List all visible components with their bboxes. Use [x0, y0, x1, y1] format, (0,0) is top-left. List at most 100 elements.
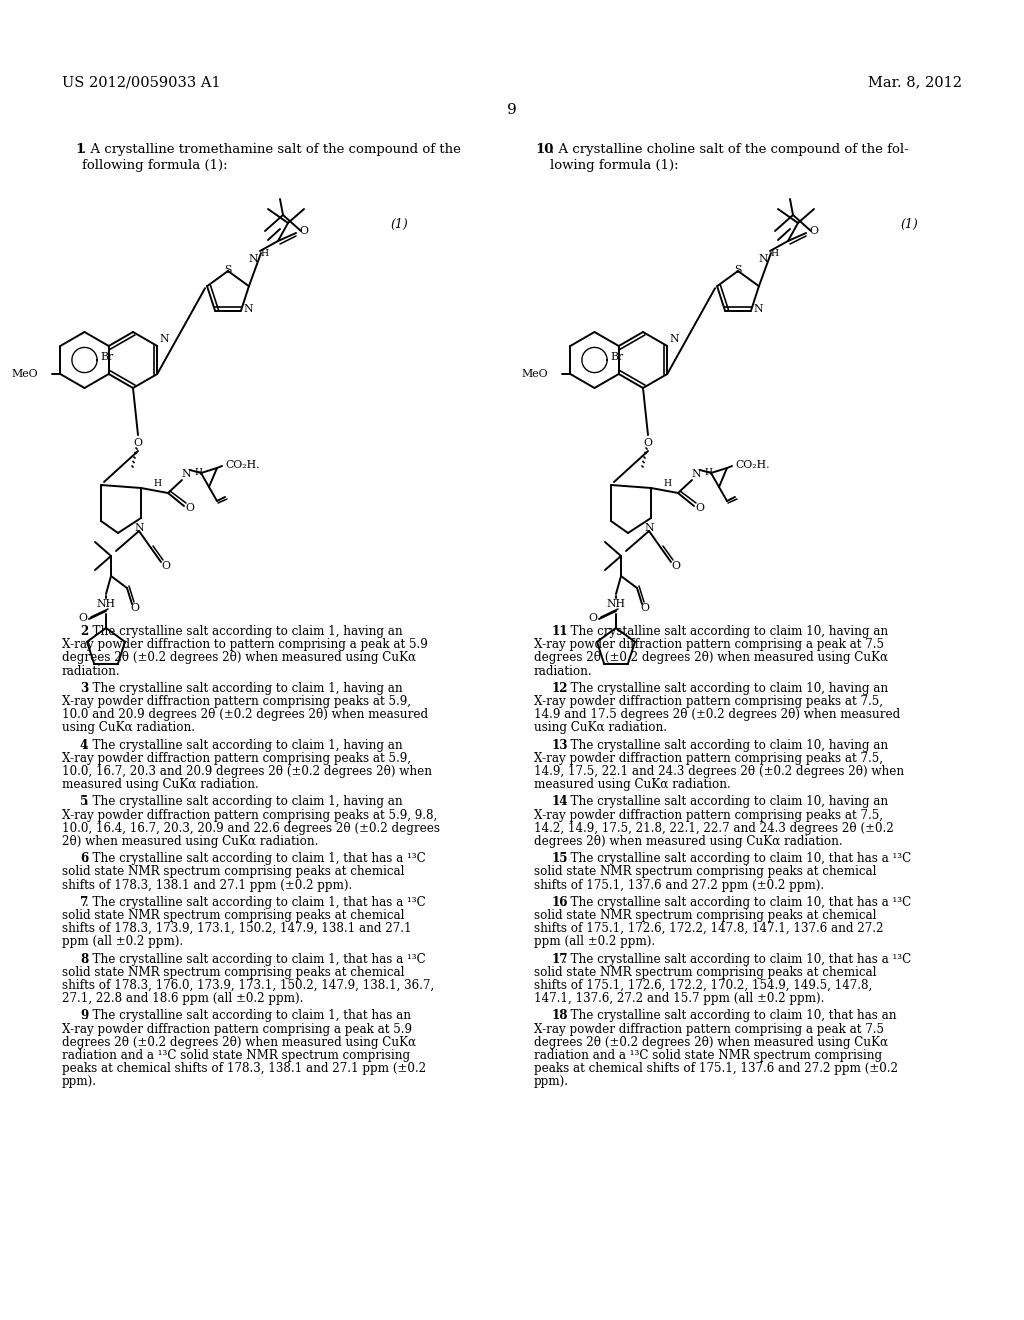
Text: radiation.: radiation.	[62, 664, 121, 677]
Text: 10: 10	[535, 143, 553, 156]
Text: radiation and a ¹³C solid state NMR spectrum comprising: radiation and a ¹³C solid state NMR spec…	[62, 1049, 411, 1063]
Text: H: H	[705, 469, 712, 477]
Text: . The crystalline salt according to claim 1, having an: . The crystalline salt according to clai…	[85, 682, 403, 694]
Text: S: S	[734, 265, 741, 275]
Text: CO₂H.: CO₂H.	[735, 459, 769, 470]
Text: solid state NMR spectrum comprising peaks at chemical: solid state NMR spectrum comprising peak…	[62, 909, 404, 921]
Text: . A crystalline choline salt of the compound of the fol-
lowing formula (1):: . A crystalline choline salt of the comp…	[550, 143, 908, 173]
Text: . A crystalline tromethamine salt of the compound of the
following formula (1):: . A crystalline tromethamine salt of the…	[82, 143, 461, 173]
Text: O: O	[589, 612, 597, 623]
Text: . The crystalline salt according to claim 10, having an: . The crystalline salt according to clai…	[562, 796, 888, 808]
Text: 9: 9	[80, 1010, 88, 1023]
Text: 12: 12	[552, 682, 568, 694]
Text: radiation.: radiation.	[534, 664, 593, 677]
Text: 10.0, 16.4, 16.7, 20.3, 20.9 and 22.6 degrees 2θ (±0.2 degrees: 10.0, 16.4, 16.7, 20.3, 20.9 and 22.6 de…	[62, 822, 440, 834]
Text: . The crystalline salt according to claim 10, having an: . The crystalline salt according to clai…	[562, 739, 888, 751]
Text: X-ray powder diffraction pattern comprising a peak at 7.5: X-ray powder diffraction pattern compris…	[534, 638, 884, 651]
Text: ppm).: ppm).	[534, 1076, 569, 1089]
Text: 15: 15	[552, 853, 568, 865]
Text: O: O	[299, 226, 308, 236]
Text: H: H	[770, 249, 778, 257]
Text: solid state NMR spectrum comprising peaks at chemical: solid state NMR spectrum comprising peak…	[534, 866, 877, 878]
Text: X-ray powder diffraction pattern comprising peaks at 7.5,: X-ray powder diffraction pattern compris…	[534, 752, 883, 764]
Text: N: N	[670, 334, 679, 345]
Text: degrees 2θ) when measured using CuKα radiation.: degrees 2θ) when measured using CuKα rad…	[534, 836, 843, 847]
Text: 2: 2	[80, 624, 88, 638]
Text: 8: 8	[80, 953, 88, 966]
Text: CO₂H.: CO₂H.	[225, 459, 259, 470]
Text: using CuKα radiation.: using CuKα radiation.	[62, 722, 195, 734]
Text: ppm (all ±0.2 ppm).: ppm (all ±0.2 ppm).	[62, 936, 183, 948]
Text: . The crystalline salt according to claim 10, having an: . The crystalline salt according to clai…	[562, 682, 888, 694]
Text: shifts of 178.3, 176.0, 173.9, 173.1, 150.2, 147.9, 138.1, 36.7,: shifts of 178.3, 176.0, 173.9, 173.1, 15…	[62, 979, 434, 993]
Text: . The crystalline salt according to claim 1, having an: . The crystalline salt according to clai…	[85, 796, 403, 808]
Text: X-ray powder diffraction pattern comprising peaks at 7.5,: X-ray powder diffraction pattern compris…	[534, 809, 883, 821]
Text: NH: NH	[96, 599, 116, 609]
Text: shifts of 175.1, 137.6 and 27.2 ppm (±0.2 ppm).: shifts of 175.1, 137.6 and 27.2 ppm (±0.…	[534, 879, 824, 891]
Text: N: N	[248, 253, 258, 264]
Text: X-ray powder diffraction pattern comprising peaks at 5.9,: X-ray powder diffraction pattern compris…	[62, 752, 411, 764]
Text: Br: Br	[100, 352, 114, 362]
Text: N: N	[244, 304, 253, 314]
Text: 2θ) when measured using CuKα radiation.: 2θ) when measured using CuKα radiation.	[62, 836, 318, 847]
Text: 10.0, 16.7, 20.3 and 20.9 degrees 2θ (±0.2 degrees 2θ) when: 10.0, 16.7, 20.3 and 20.9 degrees 2θ (±0…	[62, 766, 432, 777]
Text: H: H	[194, 469, 202, 477]
Text: 7: 7	[80, 896, 88, 908]
Text: 9: 9	[507, 103, 517, 117]
Text: degrees 2θ (±0.2 degrees 2θ) when measured using CuKα: degrees 2θ (±0.2 degrees 2θ) when measur…	[534, 1036, 888, 1049]
Text: ppm (all ±0.2 ppm).: ppm (all ±0.2 ppm).	[534, 936, 655, 948]
Text: NH: NH	[606, 599, 626, 609]
Text: O: O	[810, 226, 818, 236]
Text: (1): (1)	[900, 218, 918, 231]
Text: . The crystalline salt according to claim 1, that has an: . The crystalline salt according to clai…	[85, 1010, 412, 1023]
Text: H: H	[153, 479, 161, 487]
Text: O: O	[640, 603, 649, 612]
Text: O: O	[130, 603, 139, 612]
Text: 1: 1	[75, 143, 84, 156]
Text: H: H	[663, 479, 671, 487]
Text: Br: Br	[610, 352, 624, 362]
Text: N: N	[181, 469, 190, 479]
Text: 10.0 and 20.9 degrees 2θ (±0.2 degrees 2θ) when measured: 10.0 and 20.9 degrees 2θ (±0.2 degrees 2…	[62, 709, 428, 721]
Text: 147.1, 137.6, 27.2 and 15.7 ppm (all ±0.2 ppm).: 147.1, 137.6, 27.2 and 15.7 ppm (all ±0.…	[534, 993, 824, 1006]
Text: 16: 16	[552, 896, 568, 908]
Text: . The crystalline salt according to claim 1, that has a ¹³C: . The crystalline salt according to clai…	[85, 953, 426, 966]
Text: O: O	[162, 561, 171, 572]
Text: N: N	[134, 523, 143, 533]
Text: solid state NMR spectrum comprising peaks at chemical: solid state NMR spectrum comprising peak…	[62, 966, 404, 979]
Text: X-ray powder diffraction pattern comprising a peak at 5.9: X-ray powder diffraction pattern compris…	[62, 1023, 412, 1036]
Text: N: N	[644, 523, 653, 533]
Text: solid state NMR spectrum comprising peaks at chemical: solid state NMR spectrum comprising peak…	[62, 866, 404, 878]
Text: X-ray powder diffraction pattern comprising peaks at 5.9, 9.8,: X-ray powder diffraction pattern compris…	[62, 809, 437, 821]
Text: 4: 4	[80, 739, 88, 751]
Text: X-ray powder diffraction pattern comprising a peak at 7.5: X-ray powder diffraction pattern compris…	[534, 1023, 884, 1036]
Text: 14.9 and 17.5 degrees 2θ (±0.2 degrees 2θ) when measured: 14.9 and 17.5 degrees 2θ (±0.2 degrees 2…	[534, 709, 900, 721]
Text: . The crystalline salt according to claim 10, that has a ¹³C: . The crystalline salt according to clai…	[562, 896, 911, 908]
Text: X-ray powder diffraction pattern comprising peaks at 7.5,: X-ray powder diffraction pattern compris…	[534, 696, 883, 708]
Text: 5: 5	[80, 796, 88, 808]
Text: N: N	[691, 469, 700, 479]
Text: degrees 2θ (±0.2 degrees 2θ) when measured using CuKα: degrees 2θ (±0.2 degrees 2θ) when measur…	[534, 651, 888, 664]
Text: solid state NMR spectrum comprising peaks at chemical: solid state NMR spectrum comprising peak…	[534, 966, 877, 979]
Text: H: H	[260, 249, 268, 257]
Text: 27.1, 22.8 and 18.6 ppm (all ±0.2 ppm).: 27.1, 22.8 and 18.6 ppm (all ±0.2 ppm).	[62, 993, 303, 1006]
Text: O: O	[695, 503, 705, 513]
Text: measured using CuKα radiation.: measured using CuKα radiation.	[534, 779, 731, 791]
Text: S: S	[224, 265, 231, 275]
Text: MeO: MeO	[11, 370, 38, 379]
Text: . The crystalline salt according to claim 1, that has a ¹³C: . The crystalline salt according to clai…	[85, 853, 426, 865]
Text: 3: 3	[80, 682, 88, 694]
Text: . The crystalline salt according to claim 1, having an: . The crystalline salt according to clai…	[85, 739, 403, 751]
Text: US 2012/0059033 A1: US 2012/0059033 A1	[62, 75, 220, 88]
Text: shifts of 178.3, 138.1 and 27.1 ppm (±0.2 ppm).: shifts of 178.3, 138.1 and 27.1 ppm (±0.…	[62, 879, 352, 891]
Text: degrees 2θ (±0.2 degrees 2θ) when measured using CuKα: degrees 2θ (±0.2 degrees 2θ) when measur…	[62, 1036, 416, 1049]
Text: N: N	[160, 334, 169, 345]
Text: (1): (1)	[390, 218, 408, 231]
Text: O: O	[185, 503, 195, 513]
Text: X-ray powder diffraction pattern comprising peaks at 5.9,: X-ray powder diffraction pattern compris…	[62, 696, 411, 708]
Text: N: N	[754, 304, 764, 314]
Text: . The crystalline salt according to claim 10, having an: . The crystalline salt according to clai…	[562, 624, 888, 638]
Text: X-ray powder diffraction to pattern comprising a peak at 5.9: X-ray powder diffraction to pattern comp…	[62, 638, 428, 651]
Text: O: O	[133, 438, 142, 447]
Text: 18: 18	[552, 1010, 568, 1023]
